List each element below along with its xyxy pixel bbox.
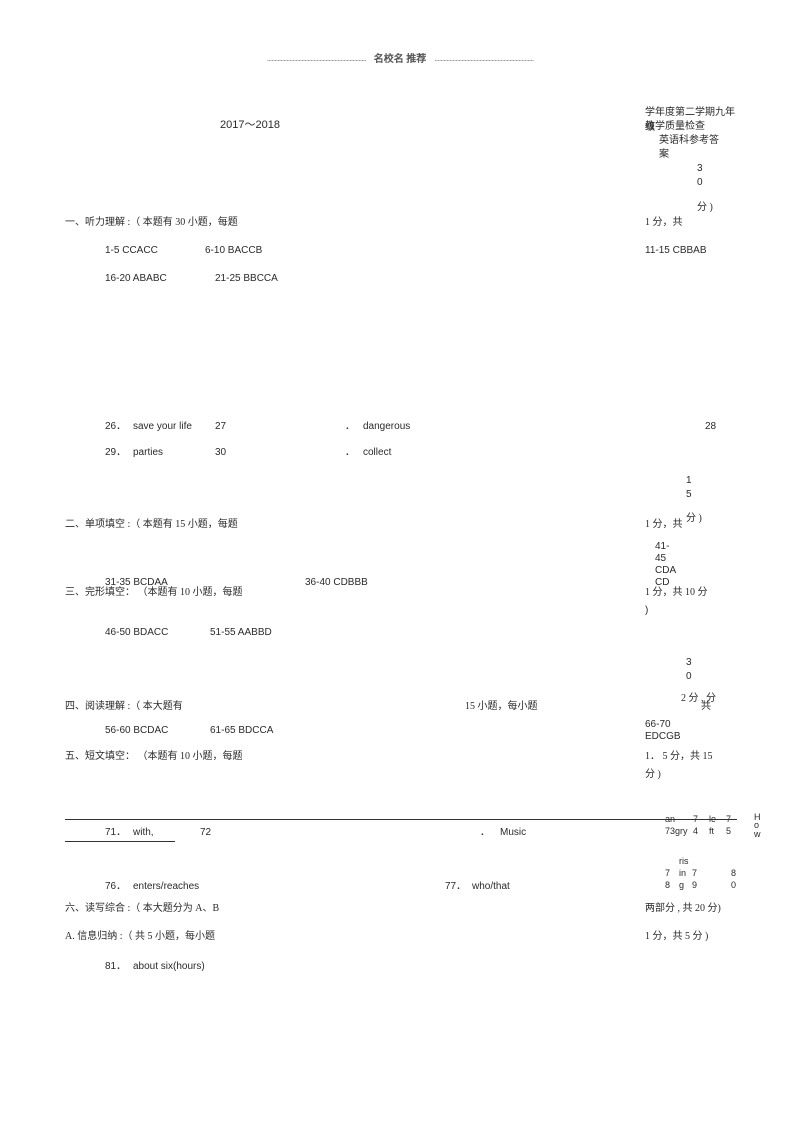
s6-sub-right: 1 分，共 5 分 ) [645, 929, 708, 944]
a27-num: 27 [215, 419, 226, 434]
s5-heading-right2: 分 ) [645, 767, 661, 782]
title-l4: 案 [659, 147, 669, 162]
a29-num: 29． [105, 445, 126, 460]
a30-num: 30 [215, 445, 226, 460]
s5-g: g [679, 879, 684, 893]
s5-5: 5 [726, 825, 731, 839]
a27: dangerous [363, 419, 410, 434]
ans-edcgb: EDCGB [645, 729, 681, 744]
a71: with, [133, 825, 154, 840]
s2-r5: 5 [686, 487, 692, 502]
s3-heading-left: 三、完形填空： （本题有 10 小题，每题 [65, 585, 243, 600]
s6-heading-right: 两部分 , 共 20 分) [645, 901, 721, 916]
ans-6-10: 6-10 BACCB [205, 243, 262, 258]
s4-rgong: 共 [701, 699, 711, 714]
s3-heading-right: 1 分，共 10 分 [645, 585, 708, 600]
a72: Music [500, 825, 526, 840]
ans-16-20: 16-20 ABABC [105, 271, 167, 286]
header-dots-right: ........................................… [434, 53, 533, 63]
a77-num: 77． [445, 879, 466, 894]
s5-4: 4 [693, 825, 698, 839]
hr-line-2 [65, 841, 175, 842]
s2-heading-left: 二、单项填空 :（ 本题有 15 小题，每题 [65, 517, 238, 532]
s3-paren: ) [645, 603, 648, 618]
title-l3: 英语科参考答 [659, 133, 719, 148]
a72-dot: ． [480, 825, 490, 840]
a77: who/that [472, 879, 510, 894]
a71-num: 71． [105, 825, 126, 840]
ans-21-25: 21-25 BBCCA [215, 271, 278, 286]
a28: 28 [705, 419, 716, 434]
s5-heading-right: 1． 5 分，共 15 [645, 749, 713, 764]
s1-heading-right: 1 分，共 [645, 215, 683, 230]
title-l6: 0 [697, 175, 703, 190]
a76-num: 76． [105, 879, 126, 894]
a76: enters/reaches [133, 879, 199, 894]
year-range: 2017～2018 [220, 117, 280, 134]
s2-r15: 1 [686, 473, 692, 488]
ans-46-50: 46-50 BDACC [105, 625, 168, 640]
a81-num: 81． [105, 959, 126, 974]
s1-heading-left: 一、听力理解 :（ 本题有 30 小题，每题 [65, 215, 238, 230]
header-dots-left: ........................................… [267, 53, 366, 63]
ans-61-65: 61-65 BDCCA [210, 723, 273, 738]
s4-r3: 3 [686, 655, 692, 670]
ans-11-15: 11-15 CBBAB [645, 243, 707, 258]
s5-ft: ft [709, 825, 714, 839]
s5-b8: 8 [665, 879, 670, 893]
title-l2: 教学质量检查 [645, 119, 705, 134]
s4-heading-left: 四、阅读理解 :（ 本大题有 [65, 699, 183, 714]
title-l5: 3 [697, 161, 703, 176]
s5-b9: 9 [692, 879, 697, 893]
a26-num: 26． [105, 419, 126, 434]
a30: collect [363, 445, 391, 460]
s5-heading-left: 五、短文填空： （本题有 10 小题，每题 [65, 749, 243, 764]
s6-sub-left: A. 信息归纳 :（ 共 5 小题，每小题 [65, 929, 215, 944]
a72-num: 72 [200, 825, 211, 840]
s5-73: 73gry [665, 825, 688, 839]
title-l7: 分 ) [697, 200, 713, 215]
s5-b0: 0 [731, 879, 736, 893]
a30-dot: ． [345, 445, 355, 460]
s4-heading-mid: 15 小题，每小题 [465, 699, 538, 714]
header-title: 名校名 推荐 [366, 50, 435, 65]
hr-line [65, 819, 737, 820]
page-header: ........................................… [65, 50, 735, 65]
ans-56-60: 56-60 BCDAC [105, 723, 168, 738]
a26: save your life [133, 419, 192, 434]
ans-1-5: 1-5 CCACC [105, 243, 158, 258]
a29: parties [133, 445, 163, 460]
s6-heading-left: 六、读写综合 :（ 本大题分为 A、B [65, 901, 219, 916]
s5-w: w [754, 828, 761, 842]
a81: about six(hours) [133, 959, 205, 974]
s4-r0: 0 [686, 669, 692, 684]
a27-dot: ． [345, 419, 355, 434]
s2-heading-right: 1 分，共 [645, 517, 683, 532]
ans-51-55: 51-55 AABBD [210, 625, 272, 640]
